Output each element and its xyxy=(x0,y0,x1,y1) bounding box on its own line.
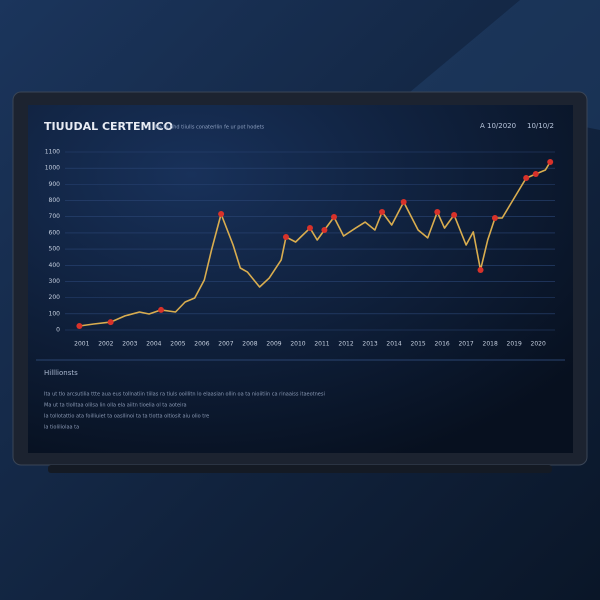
x-tick-label: 2008 xyxy=(242,341,257,348)
plot: 0 100 200 300 400 500 600 700 800 900 1000 1100 2001… xyxy=(45,149,555,348)
highlight-point xyxy=(477,266,484,273)
x-tick-label: 2016 xyxy=(434,341,449,348)
y-tick-label: 300 xyxy=(49,278,61,285)
y-tick-label: 1000 xyxy=(45,165,60,172)
highlight-point xyxy=(491,215,498,222)
highlight-point xyxy=(532,171,539,178)
y-tick-label: 700 xyxy=(49,213,61,220)
highlight-point xyxy=(451,211,458,218)
header-right: A 10/2020 xyxy=(480,122,516,130)
highlight-point xyxy=(158,306,165,313)
y-tick-label: 800 xyxy=(49,197,61,204)
highlight-point xyxy=(282,233,289,240)
y-tick-label: 1100 xyxy=(45,149,60,156)
note-line: la tioliliolaa ta xyxy=(44,425,79,431)
note-line: Ma ut ta tlolltaa olilsa lin olla ela ai… xyxy=(44,403,187,409)
x-tick-label: 2015 xyxy=(410,341,425,348)
x-tick-label: 2005 xyxy=(170,341,185,348)
highlight-point xyxy=(331,214,338,221)
x-tick-label: 2017 xyxy=(458,341,473,348)
x-tick-label: 2006 xyxy=(194,341,209,348)
highlight-point xyxy=(400,199,407,206)
x-tick-label: 2019 xyxy=(507,341,522,348)
x-tick-label: 2004 xyxy=(146,341,161,348)
highlight-point xyxy=(76,322,83,329)
highlight-point xyxy=(218,210,225,217)
x-tick-label: 2014 xyxy=(386,341,401,348)
highlight-point xyxy=(523,175,530,182)
x-tick-label: 2018 xyxy=(483,341,498,348)
subtitle: Ha tu ahd tiiulls conaterllin fe ur pot … xyxy=(155,125,265,131)
y-tick-label: 200 xyxy=(49,294,61,301)
y-tick-label: 900 xyxy=(49,181,61,188)
highlight-point xyxy=(434,209,441,216)
highlight-point xyxy=(307,225,313,232)
y-tick-label: 400 xyxy=(49,262,61,269)
highlight-point xyxy=(379,209,386,216)
x-tick-label: 2010 xyxy=(290,341,305,348)
y-tick-label: 500 xyxy=(49,246,61,253)
note-line: Ia tollotattio ata foilliuiet ta oasllin… xyxy=(44,414,209,420)
highlight-point xyxy=(107,319,114,326)
notes: Ita ut tlo arcsutilia ttte aua eus tolln… xyxy=(44,392,325,431)
notes-heading: Hilllionsts xyxy=(44,369,78,377)
chart-title: TIUUDAL CERTEMICO xyxy=(44,120,173,133)
x-tick-label: 2012 xyxy=(338,341,353,348)
highlight-point xyxy=(547,159,554,166)
monitor-base xyxy=(48,465,552,473)
x-tick-label: 2009 xyxy=(266,341,281,348)
screen xyxy=(28,105,573,453)
note-line: Ita ut tlo arcsutilia ttte aua eus tolln… xyxy=(44,392,325,398)
y-tick-label: 100 xyxy=(49,310,61,317)
x-tick-label: 2002 xyxy=(98,341,113,348)
x-tick-label: 2003 xyxy=(122,341,137,348)
highlight-point xyxy=(321,226,328,233)
x-tick-label: 2013 xyxy=(362,341,377,348)
x-tick-label: 2020 xyxy=(531,341,546,348)
y-tick-label: 600 xyxy=(49,229,61,236)
x-tick-label: 2001 xyxy=(74,341,89,348)
header-right: 10/10/2 xyxy=(527,122,554,130)
x-tick-label: 2011 xyxy=(314,341,329,348)
x-tick-label: 2007 xyxy=(218,341,233,348)
data-line xyxy=(79,161,551,327)
y-tick-label: 0 xyxy=(56,327,60,334)
